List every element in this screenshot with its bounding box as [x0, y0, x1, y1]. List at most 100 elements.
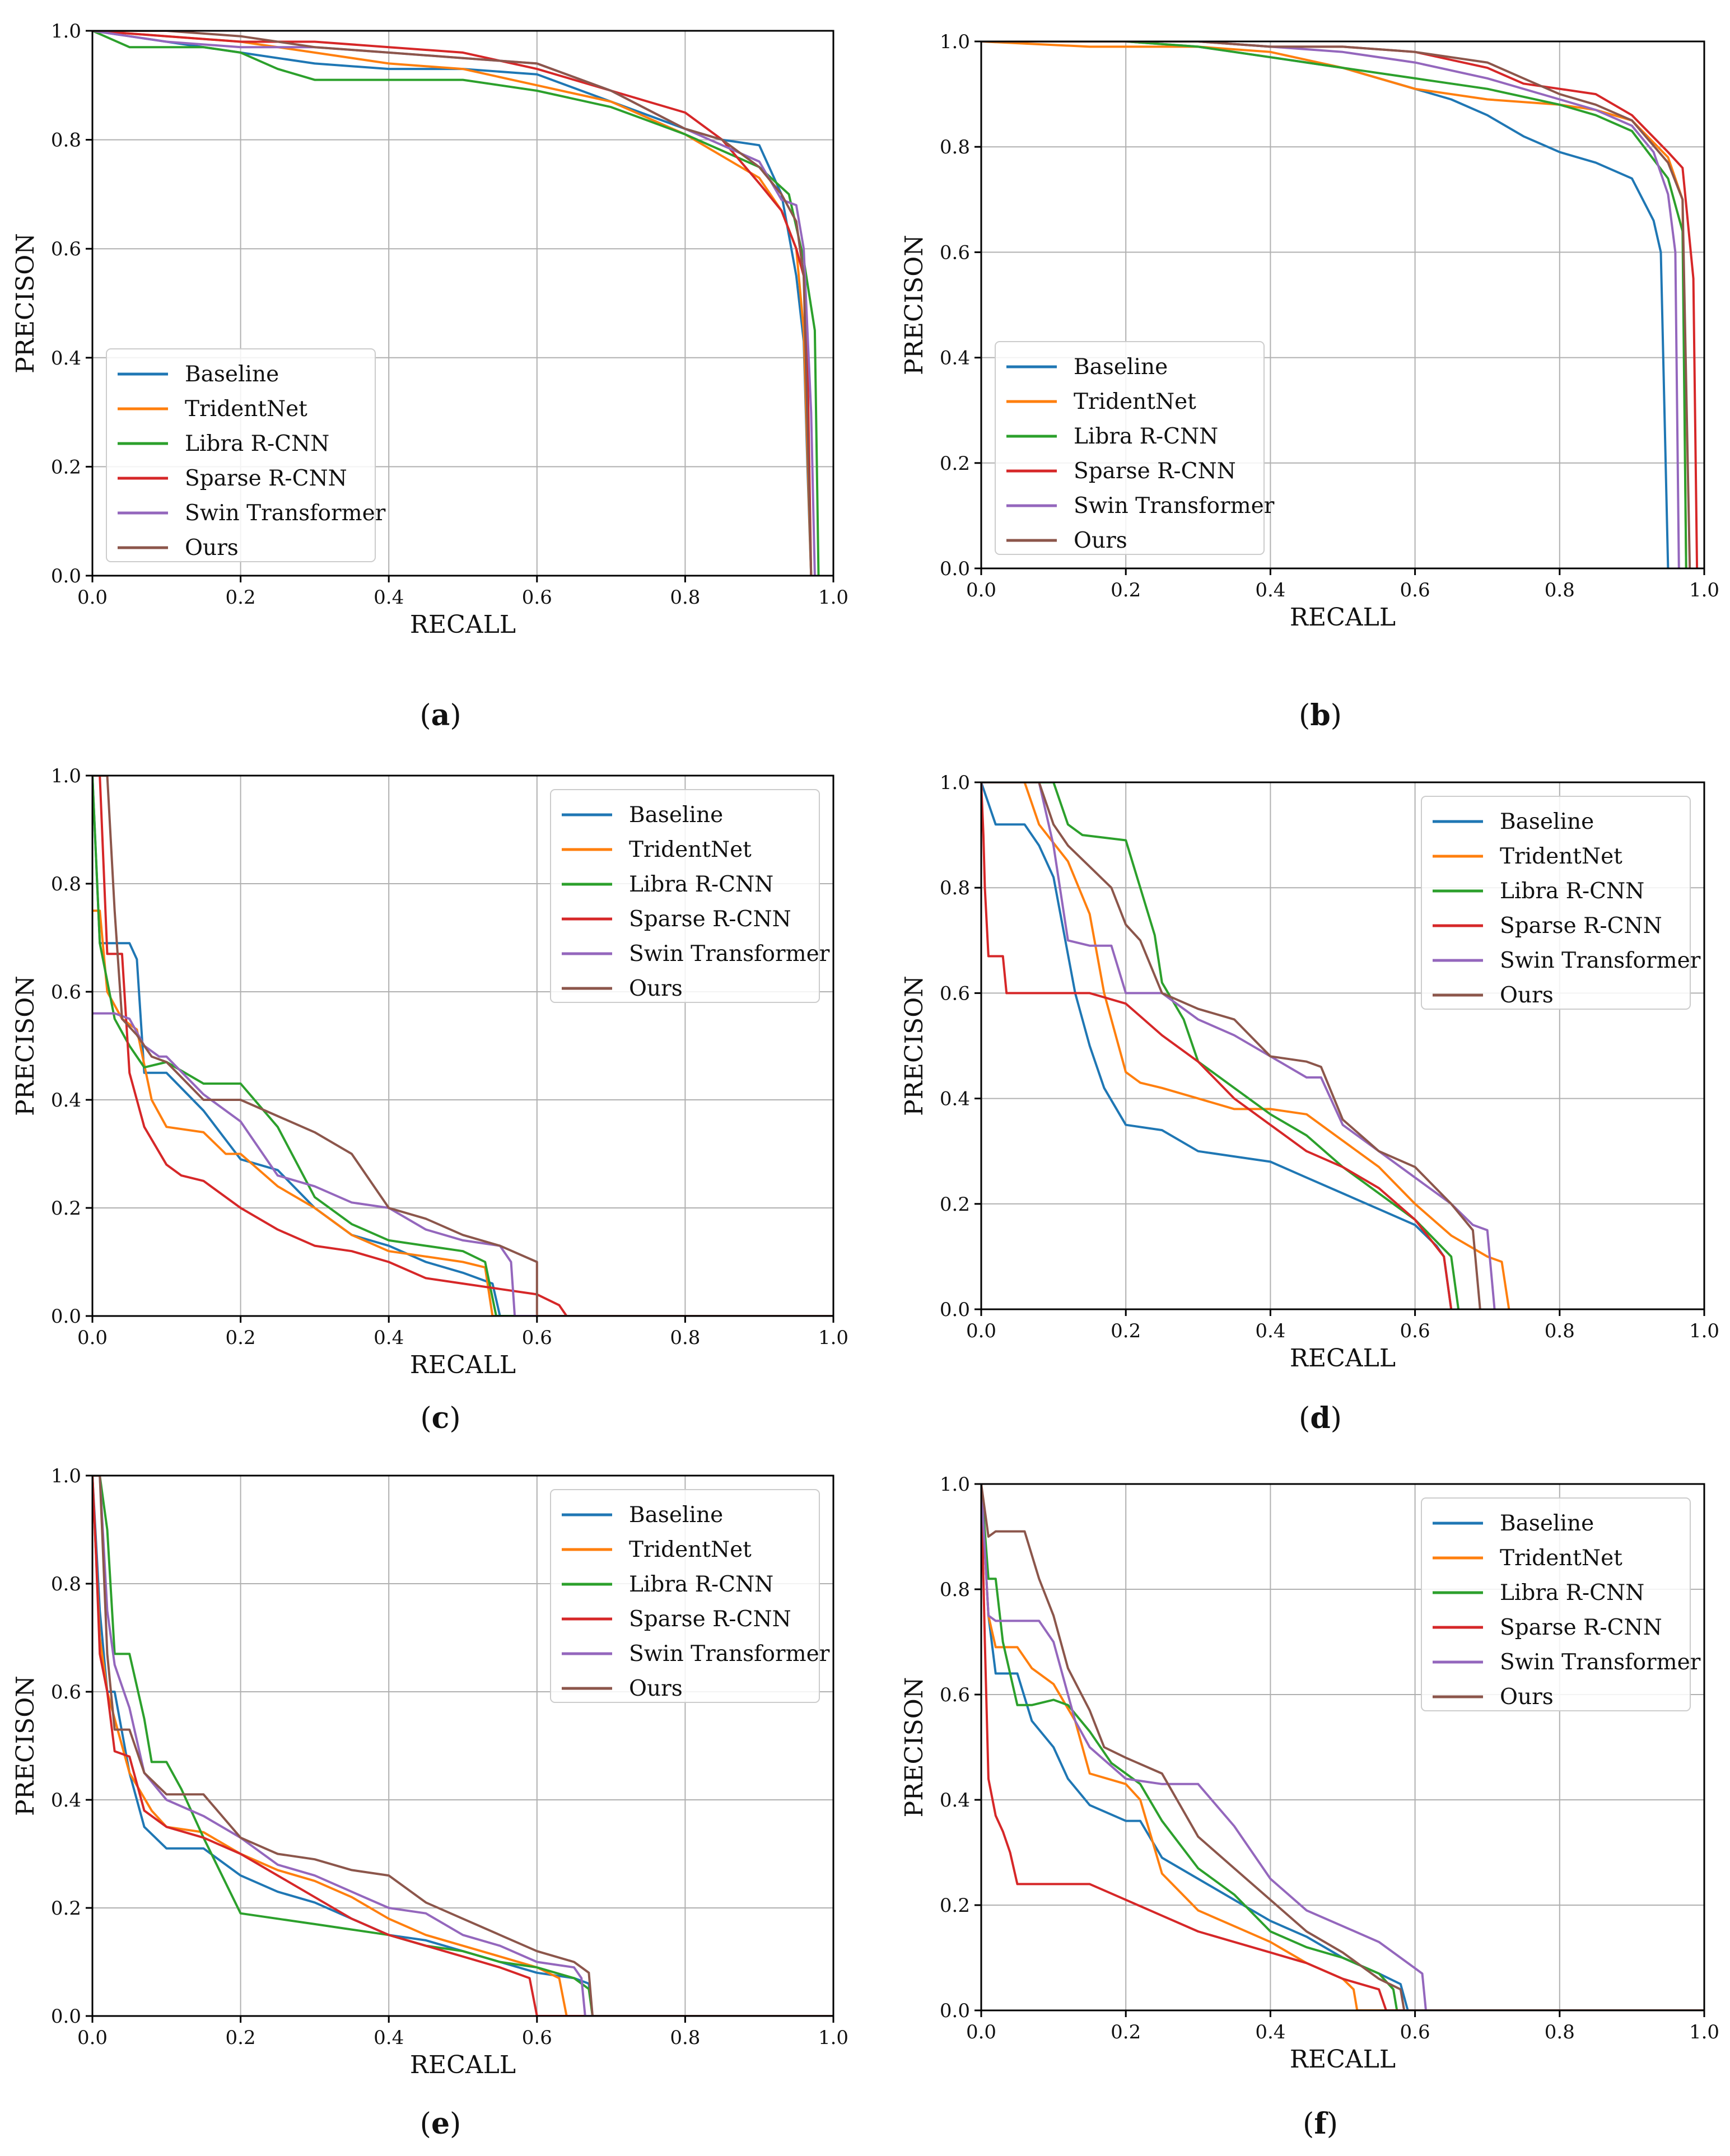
x-tick-label: 0.6: [1400, 1320, 1430, 1342]
x-axis-label: RECALL: [1290, 603, 1396, 632]
x-tick-label: 1.0: [818, 2027, 848, 2049]
x-tick-label: 0.2: [226, 1327, 256, 1349]
y-tick-label: 1.0: [940, 772, 970, 794]
y-tick-label: 0.4: [51, 347, 81, 370]
x-tick-label: 0.0: [966, 579, 996, 601]
series-line-swin-transformer: [981, 1484, 1704, 2010]
panel-caption: (a): [419, 698, 461, 732]
legend-label-tridentnet: TridentNet: [1500, 1546, 1622, 1571]
legend-label-ours: Ours: [185, 535, 239, 561]
y-axis-label: PRECISON: [900, 1677, 929, 1818]
legend-label-libra-r-cnn: Libra R-CNN: [629, 1572, 773, 1597]
y-tick-label: 0.2: [51, 456, 81, 478]
legend-label-libra-r-cnn: Libra R-CNN: [1500, 879, 1644, 904]
y-tick-label: 0.8: [940, 877, 970, 899]
legend-box: [550, 1489, 820, 1703]
legend-label-swin-transformer: Swin Transformer: [1500, 1650, 1701, 1675]
x-tick-label: 0.6: [522, 2027, 552, 2049]
y-tick-label: 1.0: [940, 1473, 970, 1496]
x-tick-label: 1.0: [1689, 579, 1719, 601]
legend-label-ours: Ours: [1500, 1684, 1554, 1710]
x-axis-label: RECALL: [410, 610, 516, 639]
axes-frame: [91, 774, 834, 1317]
series-group: [92, 776, 833, 1316]
x-tick-label: 0.8: [670, 2027, 700, 2049]
x-tick-label: 1.0: [818, 1327, 848, 1349]
legend: Baseline TridentNet Libra R-CNN Sparse R-CN…: [550, 1489, 830, 1703]
x-tick-label: 0.8: [1545, 2021, 1575, 2043]
x-tick-label: 0.8: [670, 1327, 700, 1349]
y-tick-label: 0.6: [940, 1684, 970, 1706]
y-axis-label: PRECISON: [11, 1676, 40, 1816]
y-tick-label: 0.6: [51, 1681, 81, 1704]
chart-panel-b: 0.0 0.2 0.4 0.6 0.8 1.0 0.0 0.2 0.4 0.6 0.8 1.0 RECA…: [900, 31, 1719, 732]
legend: Baseline TridentNet Libra R-CNN Sparse R-CN…: [1421, 1497, 1701, 1711]
series-line-swin-transformer: [981, 782, 1496, 1309]
x-tick-label: 0.4: [1255, 2021, 1285, 2043]
legend-label-tridentnet: TridentNet: [629, 1537, 752, 1562]
y-tick-label: 0.0: [51, 2005, 81, 2028]
y-tick-label: 0.8: [940, 136, 970, 158]
series-group: [981, 41, 1699, 568]
legend-label-tridentnet: TridentNet: [1500, 844, 1622, 869]
series-line-sparse-r-cnn: [981, 782, 1453, 1309]
legend-label-baseline: Baseline: [1500, 809, 1594, 834]
panel-caption: (f): [1303, 2107, 1338, 2141]
x-tick-label: 0.6: [1400, 2021, 1430, 2043]
legend-box: [995, 341, 1265, 555]
y-tick-label: 1.0: [51, 765, 81, 787]
series-line-libra-r-cnn: [92, 1476, 833, 2016]
series-line-ours: [92, 776, 833, 1316]
x-tick-label: 0.2: [1111, 2021, 1141, 2043]
series-line-ours: [981, 1484, 1704, 2010]
legend-label-baseline: Baseline: [185, 362, 279, 387]
series-line-swin-transformer: [92, 1012, 833, 1316]
x-axis-label: RECALL: [1290, 1344, 1396, 1373]
y-tick-label: 0.2: [51, 1197, 81, 1220]
y-tick-label: 0.6: [940, 241, 970, 264]
legend-label-sparse-r-cnn: Sparse R-CNN: [185, 466, 347, 491]
y-tick-label: 0.4: [51, 1089, 81, 1112]
y-tick-label: 0.2: [940, 1193, 970, 1216]
x-tick-label: 0.8: [1545, 1320, 1575, 1342]
y-axis-label: PRECISON: [900, 235, 929, 375]
legend: Baseline TridentNet Libra R-CNN Sparse R-CN…: [995, 341, 1275, 555]
x-tick-label: 0.0: [77, 586, 108, 609]
series-line-swin-transformer: [92, 1476, 833, 2016]
legend-label-baseline: Baseline: [629, 802, 723, 828]
series-line-libra-r-cnn: [981, 41, 1687, 568]
legend-label-ours: Ours: [1500, 983, 1554, 1008]
legend-label-baseline: Baseline: [1074, 354, 1168, 380]
x-tick-label: 1.0: [1689, 2021, 1719, 2043]
y-axis-label: PRECISON: [900, 976, 929, 1116]
y-tick-label: 1.0: [51, 20, 81, 43]
x-tick-label: 0.2: [1111, 1320, 1141, 1342]
legend-label-libra-r-cnn: Libra R-CNN: [1074, 424, 1218, 449]
panel-caption: (d): [1299, 1401, 1342, 1435]
legend-label-sparse-r-cnn: Sparse R-CNN: [629, 907, 791, 932]
y-tick-label: 0.4: [940, 1789, 970, 1812]
x-tick-label: 0.0: [77, 2027, 108, 2049]
legend-label-tridentnet: TridentNet: [629, 837, 752, 862]
legend-label-ours: Ours: [629, 976, 683, 1001]
legend-label-libra-r-cnn: Libra R-CNN: [629, 872, 773, 897]
x-tick-label: 0.4: [374, 2027, 404, 2049]
y-tick-label: 0.8: [51, 1573, 81, 1595]
x-axis-label: RECALL: [410, 1351, 516, 1379]
series-line-sparse-r-cnn: [92, 776, 833, 1316]
x-tick-label: 0.0: [966, 2021, 996, 2043]
legend-label-swin-transformer: Swin Transformer: [629, 1641, 830, 1667]
legend-label-ours: Ours: [629, 1676, 683, 1701]
x-axis-label: RECALL: [410, 2051, 516, 2079]
legend-label-swin-transformer: Swin Transformer: [1074, 493, 1275, 519]
legend-label-baseline: Baseline: [629, 1502, 723, 1528]
y-tick-label: 0.2: [940, 1894, 970, 1917]
legend-box: [1421, 1497, 1691, 1711]
y-tick-label: 0.6: [940, 982, 970, 1005]
legend-label-baseline: Baseline: [1500, 1511, 1594, 1536]
axes-frame: [980, 40, 1705, 570]
legend-label-libra-r-cnn: Libra R-CNN: [185, 431, 329, 456]
axes-frame: [980, 781, 1705, 1310]
y-axis-label: PRECISON: [11, 233, 40, 374]
legend-label-sparse-r-cnn: Sparse R-CNN: [1500, 1615, 1662, 1640]
